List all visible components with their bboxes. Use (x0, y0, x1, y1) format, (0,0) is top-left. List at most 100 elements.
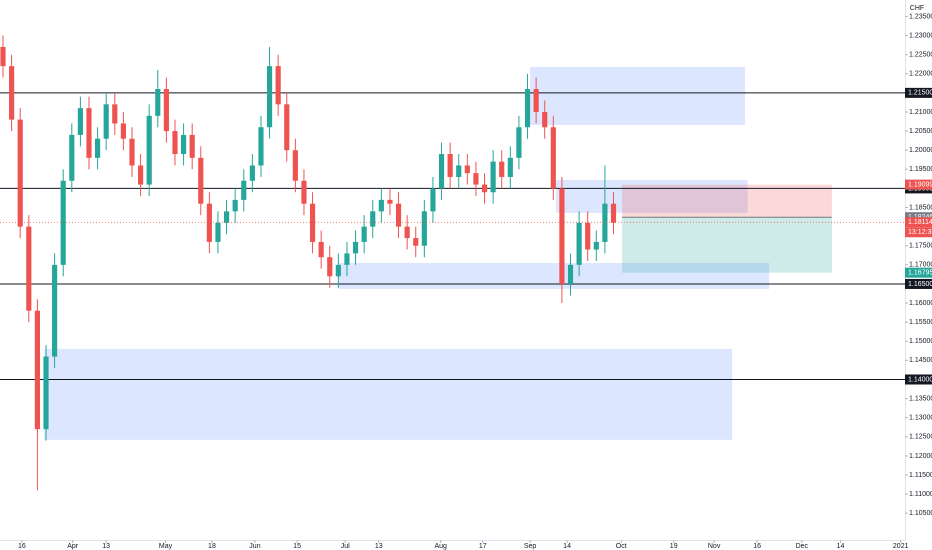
level-label-bg (905, 87, 932, 98)
y-tick-label: 1.16000 (909, 300, 932, 307)
x-tick-label: 16 (18, 543, 26, 550)
zone (555, 180, 748, 213)
candle-body (456, 165, 462, 177)
candle-body (387, 199, 393, 204)
candle-body (473, 173, 479, 185)
candle-body (309, 203, 316, 242)
target-label-bg (905, 267, 932, 278)
candle-body (395, 203, 402, 227)
candle-body (103, 104, 109, 139)
last-price-label-bg (905, 217, 932, 228)
zone (44, 348, 733, 440)
candle-body (266, 66, 273, 128)
candle-body (241, 180, 247, 200)
candle-body (585, 222, 591, 250)
candle-body (464, 165, 470, 174)
x-tick-label: 17 (479, 543, 487, 550)
candle-body (593, 241, 599, 250)
candle-body (370, 211, 376, 227)
candle-body (327, 257, 333, 277)
candle-body (361, 226, 367, 242)
y-tick-label: 1.12000 (909, 453, 932, 460)
candle-body (86, 108, 92, 158)
candle-body (335, 264, 341, 277)
x-tick-label: May (159, 543, 173, 550)
candle-body (602, 203, 608, 242)
y-tick-label: 1.17500 (909, 243, 932, 250)
y-tick-label: 1.20500 (909, 128, 932, 135)
y-tick-label: 1.11500 (909, 472, 932, 479)
candle-body (26, 226, 32, 311)
level-label: 1.14000 (908, 376, 932, 383)
candle-body (146, 115, 152, 185)
candle-body (378, 199, 384, 212)
y-tick-label: 1.15500 (909, 319, 932, 326)
candle-body (77, 108, 83, 135)
candle-body (318, 241, 324, 258)
candle-body (129, 138, 135, 166)
y-tick-label: 1.15000 (909, 338, 932, 345)
candle-body (198, 157, 204, 204)
x-tick-label: 14 (563, 543, 571, 550)
candle-body (60, 180, 66, 265)
candle-body (249, 165, 255, 181)
candle-body (292, 150, 298, 181)
x-tick-label: Oct (616, 543, 627, 550)
candle-body (120, 123, 126, 139)
y-tick-label: 1.18500 (909, 204, 932, 211)
x-tick-label: 16 (753, 543, 761, 550)
candle-body (17, 119, 23, 227)
candle-body (138, 165, 144, 185)
currency-label: CHF (910, 5, 924, 12)
candle-body (223, 211, 230, 223)
candle-body (215, 222, 221, 242)
level-label: 1.21500 (908, 90, 932, 97)
x-tick-label: 15 (293, 543, 301, 550)
x-tick-label: Aug (434, 543, 447, 550)
candle-body (189, 134, 195, 158)
candle-body (232, 199, 238, 212)
candle-body (447, 154, 453, 177)
candle-body (163, 89, 169, 132)
entry-label-bg (905, 212, 932, 223)
candle-body (69, 134, 75, 181)
candle-body (258, 127, 264, 166)
candle-body (34, 310, 40, 430)
candle-body (52, 264, 58, 357)
candle-body (499, 161, 505, 177)
y-tick-label: 1.17000 (909, 262, 932, 269)
candle-body (490, 161, 496, 193)
candle-body (9, 66, 15, 120)
candle-body (206, 203, 212, 242)
candle-body (0, 47, 6, 67)
y-tick-label: 1.23500 (909, 13, 932, 20)
y-tick-label: 1.19500 (909, 166, 932, 173)
candle-body (344, 253, 350, 265)
zone (338, 262, 770, 289)
stop-label-bg (905, 179, 932, 190)
candle-body (516, 127, 522, 158)
target-zone (622, 217, 832, 273)
y-tick-label: 1.23000 (909, 32, 932, 39)
level-label: 1.16500 (908, 281, 932, 288)
x-tick-label: Nov (708, 543, 721, 550)
candle-body (550, 127, 556, 189)
candle-body (112, 104, 118, 124)
candle-body (404, 226, 410, 239)
candle-body (413, 238, 419, 246)
countdown-bg (905, 227, 932, 238)
y-tick-label: 1.22000 (909, 71, 932, 78)
x-tick-label: 13 (102, 543, 110, 550)
y-tick-label: 1.11000 (909, 491, 932, 498)
candle-body (181, 134, 187, 155)
y-tick-label: 1.12500 (909, 434, 932, 441)
countdown-label: 13:12:37 (908, 229, 932, 236)
y-tick-label: 1.22500 (909, 51, 932, 58)
candle-body (524, 89, 531, 128)
y-tick-label: 1.21000 (909, 109, 932, 116)
level-label-bg (905, 278, 932, 289)
candle-body (301, 180, 307, 204)
x-tick-label: 14 (837, 543, 845, 550)
candle-body (559, 188, 565, 284)
